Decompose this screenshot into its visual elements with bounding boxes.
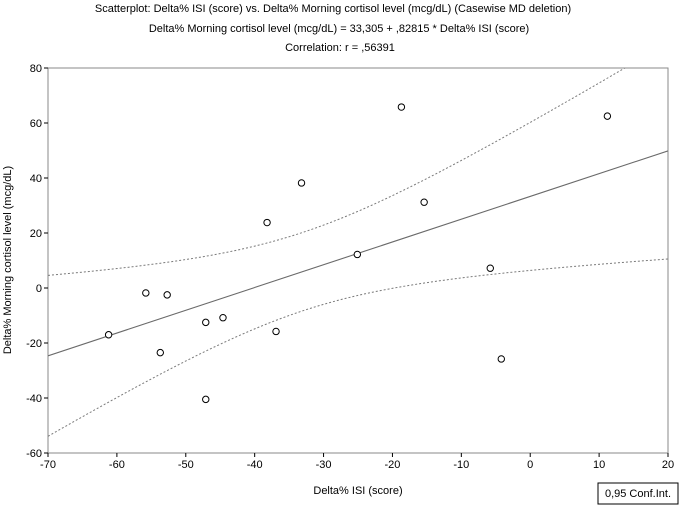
data-point (420, 198, 428, 206)
data-point (486, 264, 494, 272)
x-tick-label: -30 (316, 459, 332, 471)
data-point (353, 250, 362, 259)
x-tick-label: 20 (662, 459, 674, 471)
legend: 0,95 Conf.Int. (597, 482, 679, 505)
x-tick-label: -70 (40, 459, 56, 471)
y-tick-label: -40 (26, 393, 42, 405)
y-tick-label: 40 (30, 173, 42, 185)
plot-area (47, 67, 669, 454)
confidence-band-lower (48, 258, 668, 437)
data-point (297, 179, 306, 187)
data-point (272, 327, 280, 336)
data-point (603, 112, 612, 120)
y-tick-label: 20 (30, 228, 42, 240)
data-point (397, 103, 406, 111)
data-point (219, 314, 227, 322)
y-tick-label: -60 (26, 448, 42, 460)
x-tick-label: -10 (453, 459, 469, 471)
chart-subtitle: Delta% Morning cortisol level (mcg/dL) =… (149, 23, 529, 35)
y-tick-label: 60 (30, 118, 42, 130)
data-point (163, 291, 171, 299)
chart-title: Scatterplot: Delta% ISI (score) vs. Delt… (95, 3, 571, 15)
data-point (142, 289, 150, 297)
y-tick-label: 0 (36, 283, 42, 295)
data-points (104, 103, 612, 404)
x-tick-label: -40 (247, 459, 263, 471)
x-tick-label: -20 (384, 459, 400, 471)
data-point (497, 355, 505, 363)
legend-label: 0,95 Conf.Int. (605, 488, 671, 500)
data-point (202, 318, 210, 327)
y-tick-label: -20 (26, 338, 42, 350)
x-tick-label: 10 (593, 459, 605, 471)
x-axis-label: Delta% ISI (score) (313, 485, 402, 497)
x-tick-label: -50 (178, 459, 194, 471)
y-axis-ticks: -60 -40 -20 0 20 40 60 80 (26, 63, 48, 460)
confidence-band-upper (48, 68, 626, 276)
data-point (263, 218, 271, 227)
x-axis-ticks: -70 -60 -50 -40 -30 -20 -10 0 10 20 (40, 453, 674, 471)
y-axis-label: Delta% Morning cortisol level (mcg/dL) (2, 166, 14, 354)
data-point (202, 395, 210, 404)
x-tick-label: 0 (527, 459, 533, 471)
data-point (104, 331, 113, 339)
correlation-annotation: Correlation: r = ,56391 (285, 42, 395, 54)
data-point (156, 348, 164, 357)
y-tick-label: 80 (30, 63, 42, 75)
fit-curves (48, 68, 668, 437)
x-tick-label: -60 (109, 459, 125, 471)
legend-box (597, 482, 679, 505)
plot-frame (47, 67, 669, 454)
